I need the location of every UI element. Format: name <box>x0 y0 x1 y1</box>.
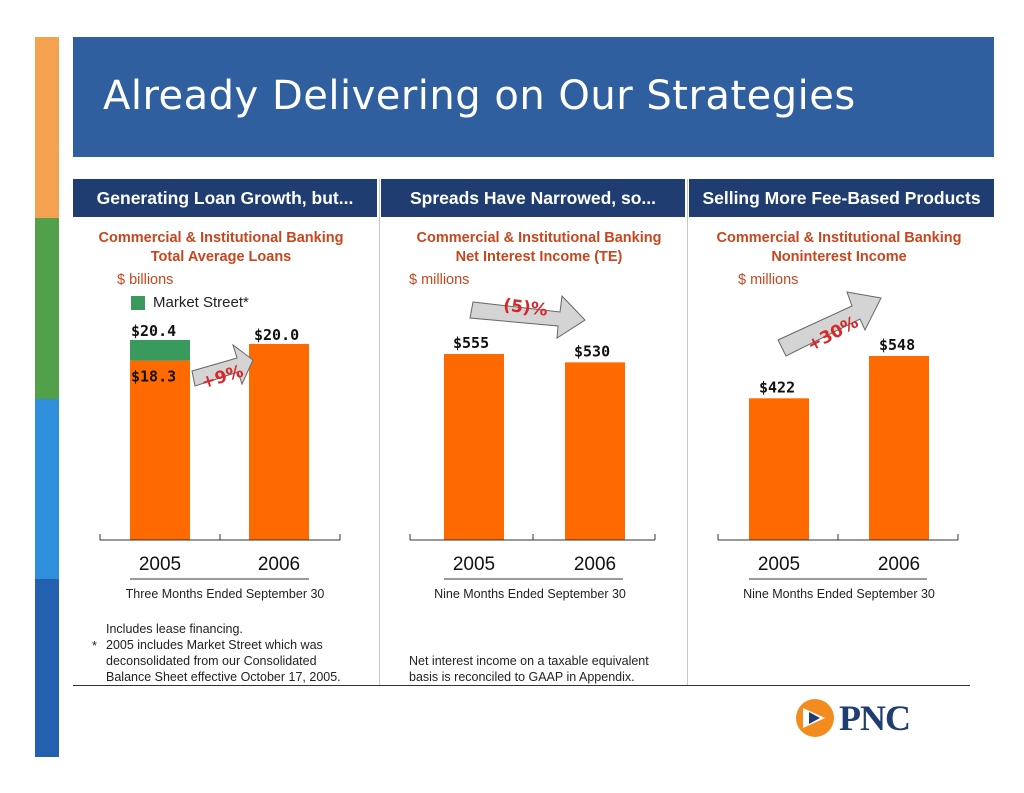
note-line: Net interest income on a taxable equival… <box>409 654 649 668</box>
stripe-light-blue <box>35 399 59 579</box>
note-line: * 2005 includes Market Street which was <box>92 638 323 653</box>
panel-2-subtitle-line2: Net Interest Income (TE) <box>455 249 623 265</box>
x-tick-label: 2006 <box>258 554 300 575</box>
legend-swatch <box>131 295 145 310</box>
bottom-rule <box>73 685 970 686</box>
note-line: deconsolidated from our Consolidated <box>106 654 317 668</box>
panel-2-subtitle-line1: Commercial & Institutional Banking <box>416 230 662 246</box>
value-label: $20.4 <box>131 322 176 340</box>
panel-3-period: Nine Months Ended September 30 <box>743 587 935 601</box>
value-label: $530 <box>574 342 610 360</box>
change-arrow-icon <box>469 294 586 339</box>
panel-1-subtitle: Commercial & Institutional Banking Total… <box>73 229 369 267</box>
bar-2005 <box>130 360 190 540</box>
value-label: $548 <box>879 336 915 354</box>
panel-divider-1 <box>379 179 380 685</box>
bar-2006 <box>249 343 309 540</box>
pnc-logo-icon <box>796 699 834 737</box>
panel-1-subtitle-line2: Total Average Loans <box>150 249 292 265</box>
bar-2006 <box>869 356 929 540</box>
panel-1-notes: Includes lease financing. * 2005 include… <box>91 621 341 685</box>
growth-label: +9% <box>199 362 246 394</box>
bar-2005 <box>749 398 809 540</box>
panel-2-subtitle: Commercial & Institutional Banking Net I… <box>391 229 687 267</box>
panel-3-subtitle-line2: Noninterest Income <box>771 249 907 265</box>
value-label: $555 <box>453 334 489 352</box>
slide-title: Already Delivering on Our Strategies <box>103 73 856 119</box>
x-tick-label: 2005 <box>758 554 800 575</box>
value-label: $20.0 <box>254 326 299 344</box>
panel-3-subtitle: Commercial & Institutional Banking Nonin… <box>691 229 987 267</box>
stripe-dark-blue <box>35 579 59 757</box>
growth-arrow-icon <box>191 343 254 387</box>
legend-label: Market Street* <box>153 294 249 311</box>
pnc-logo-text: PNC <box>839 698 911 738</box>
note-marker: * <box>92 639 97 653</box>
x-tick-label: 2005 <box>139 554 181 575</box>
bar-2006 <box>565 362 625 540</box>
x-tick-label: 2006 <box>574 554 616 575</box>
panel-2-notes: Net interest income on a taxable equival… <box>409 653 649 685</box>
panel-2-unit: $ millions <box>409 272 470 288</box>
pnc-logo: PNC <box>795 697 911 739</box>
x-tick-label: 2006 <box>878 554 920 575</box>
panel-1-period: Three Months Ended September 30 <box>125 587 325 601</box>
value-label: $18.3 <box>131 368 176 386</box>
panel-3-unit: $ millions <box>738 272 799 288</box>
panel-1-unit: $ billions <box>117 272 174 288</box>
stripe-green <box>35 218 59 399</box>
stripe-orange <box>35 37 59 218</box>
title-bar: Already Delivering on Our Strategies <box>73 37 994 157</box>
note-line: Includes lease financing. <box>106 622 243 636</box>
panel-header-loans: Generating Loan Growth, but... <box>73 179 377 217</box>
note-line: Balance Sheet effective October 17, 2005… <box>106 670 341 684</box>
bar-market-street-2005 <box>130 340 190 361</box>
bar-2005 <box>444 354 504 540</box>
panel-header-fees: Selling More Fee-Based Products <box>689 179 994 217</box>
growth-arrow-icon <box>777 291 882 357</box>
panel-2-period: Nine Months Ended September 30 <box>434 587 626 601</box>
panel-1-subtitle-line1: Commercial & Institutional Banking <box>98 230 344 246</box>
panel-header-spreads: Spreads Have Narrowed, so... <box>381 179 685 217</box>
value-label: $422 <box>759 378 795 396</box>
x-tick-label: 2005 <box>453 554 495 575</box>
panel-divider-2 <box>687 179 688 685</box>
legend-market-street: Market Street* <box>131 294 249 311</box>
note-line: basis is reconciled to GAAP in Appendix. <box>409 670 635 684</box>
panel-3-subtitle-line1: Commercial & Institutional Banking <box>716 230 962 246</box>
